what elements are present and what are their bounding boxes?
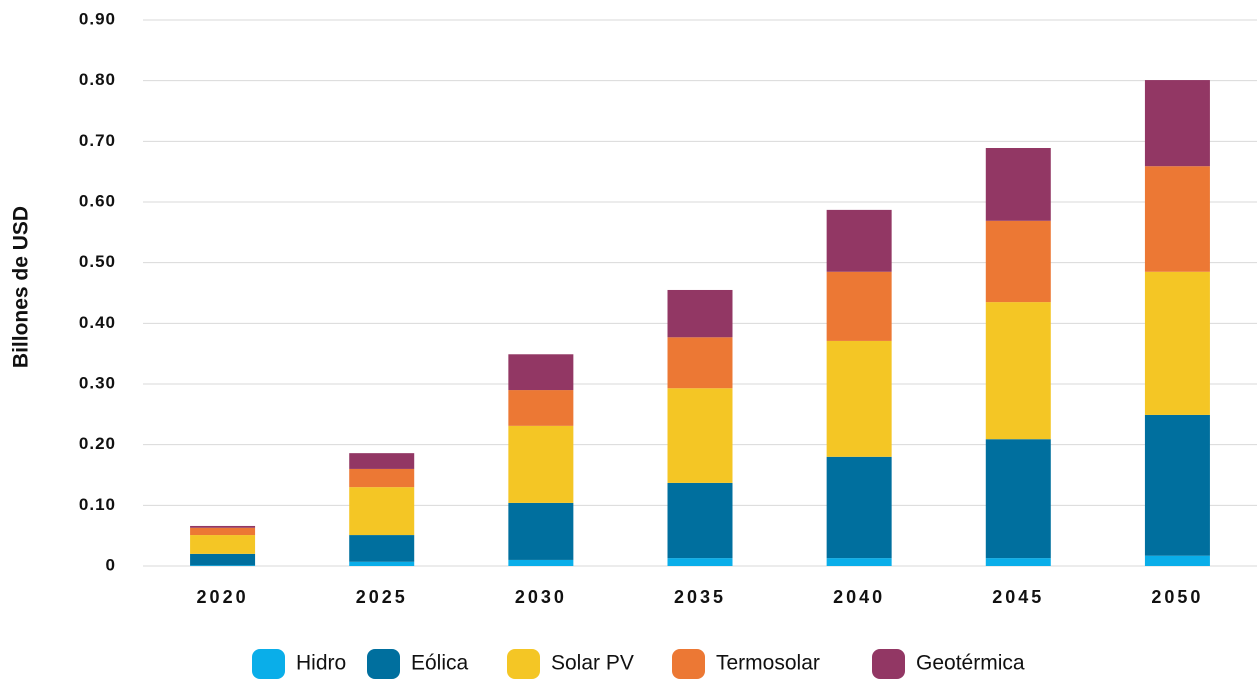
bar-segment (349, 561, 415, 566)
bar-segment (985, 439, 1051, 559)
legend-swatch (672, 649, 705, 679)
bar-segment (667, 289, 733, 338)
legend-label: Geotérmica (916, 652, 1025, 675)
y-tick-label: 0.10 (79, 495, 116, 514)
y-axis-label: Billones de USD (10, 206, 33, 368)
bar-segment (826, 209, 892, 272)
bar-segment (1144, 80, 1210, 167)
y-tick-label: 0.40 (79, 313, 116, 332)
bar-segment (190, 565, 256, 566)
legend-swatch (872, 649, 905, 679)
bar-segment (349, 453, 415, 469)
y-tick-label: 0.90 (79, 9, 116, 28)
legend-label: Eólica (411, 652, 469, 675)
bar-segment (667, 558, 733, 566)
x-tick-label: 2020 (197, 587, 249, 607)
bar-segment (1144, 414, 1210, 556)
bar-segment (985, 558, 1051, 566)
legend-label: Solar PV (551, 652, 634, 675)
y-tick-label: 0.60 (79, 191, 116, 210)
bar-segment (190, 525, 256, 528)
bar-segment (349, 535, 415, 562)
bar-segment (508, 502, 574, 560)
bar-segment (349, 468, 415, 488)
y-tick-label: 0 (106, 555, 116, 574)
legend-label: Termosolar (716, 652, 820, 675)
bar-segment (1144, 166, 1210, 272)
x-tick-label: 2025 (356, 587, 408, 607)
bar-segment (826, 456, 892, 559)
y-tick-label: 0.70 (79, 131, 116, 150)
bar-segment (190, 553, 256, 566)
bar-segment (190, 527, 256, 536)
x-tick-label: 2030 (515, 587, 567, 607)
bar-segment (1144, 271, 1210, 415)
bar-segment (508, 425, 574, 503)
bar-segment (985, 302, 1051, 440)
bar-segment (826, 271, 892, 341)
legend-swatch (252, 649, 285, 679)
y-tick-label: 0.30 (79, 373, 116, 392)
y-tick-label: 0.50 (79, 252, 116, 271)
legend-swatch (507, 649, 540, 679)
x-tick-label: 2040 (833, 587, 885, 607)
bar-segment (667, 482, 733, 559)
bar-segment (826, 340, 892, 457)
bar-segment (508, 559, 574, 566)
y-tick-label: 0.20 (79, 434, 116, 453)
bar-segment (190, 535, 256, 554)
bar-segment (985, 148, 1051, 221)
x-tick-label: 2050 (1151, 587, 1203, 607)
bar-segment (349, 487, 415, 536)
bar-segment (508, 390, 574, 426)
bar-segment (508, 354, 574, 391)
bar-segment (826, 558, 892, 566)
bar-segment (985, 220, 1051, 303)
y-tick-label: 0.80 (79, 70, 116, 89)
bar-segment (667, 388, 733, 483)
legend-label: Hidro (296, 652, 346, 675)
legend-swatch (367, 649, 400, 679)
bar-segment (1144, 555, 1210, 566)
bar-segment (667, 337, 733, 389)
x-tick-label: 2045 (992, 587, 1044, 607)
x-tick-label: 2035 (674, 587, 726, 607)
